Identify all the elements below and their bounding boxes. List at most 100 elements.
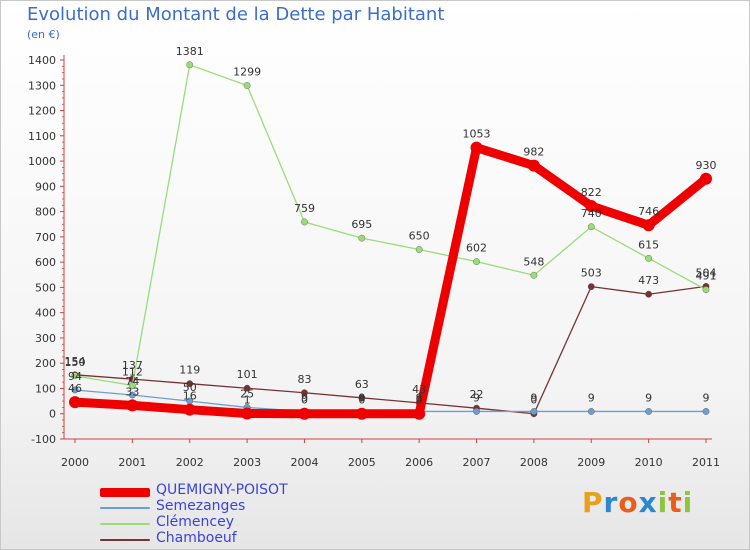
data-point: [413, 407, 426, 420]
data-point: [587, 408, 595, 415]
data-label: 150: [65, 356, 86, 369]
data-label: 0: [358, 394, 365, 407]
data-point: [241, 407, 254, 420]
data-label: 43: [412, 383, 426, 396]
data-label: 9: [473, 391, 480, 404]
data-point: [358, 234, 366, 242]
y-tick-label: 800: [35, 206, 56, 219]
x-tick-label: 2004: [290, 456, 318, 469]
y-tick-label: 100: [35, 382, 56, 395]
data-label: 9: [358, 391, 365, 404]
x-tick-label: 2003: [233, 456, 261, 469]
data-label: 503: [581, 267, 602, 280]
legend-swatch: [100, 523, 150, 525]
legend-label: Semezanges: [156, 498, 246, 514]
series-line-0: [70, 143, 711, 419]
data-label: 112: [122, 365, 143, 378]
data-label: 602: [466, 242, 487, 255]
data-label: 9: [645, 391, 652, 404]
data-point: [128, 391, 136, 399]
y-tick-label: 1400: [28, 54, 56, 67]
data-point: [69, 396, 81, 409]
data-point: [126, 399, 139, 412]
data-point: [530, 408, 538, 415]
x-tick-label: 2006: [405, 456, 433, 469]
data-label: 1: [244, 393, 251, 406]
data-label: 9: [301, 391, 308, 404]
data-label: 504: [696, 266, 717, 279]
data-label: 548: [523, 255, 544, 268]
data-label: 1381: [176, 45, 204, 58]
data-label: 25: [240, 387, 254, 400]
data-label: 650: [409, 230, 430, 243]
data-label: 137: [122, 359, 143, 372]
data-label: 0: [530, 394, 537, 407]
x-tick-label: 2010: [635, 456, 663, 469]
y-tick-label: 300: [35, 332, 56, 345]
data-label: 50: [183, 381, 197, 394]
chart-title: Evolution du Montant de la Dette par Hab…: [27, 4, 445, 25]
data-point: [243, 384, 251, 392]
legend-swatch: [100, 507, 150, 509]
data-point: [527, 159, 540, 172]
data-point: [71, 386, 79, 394]
data-point: [470, 141, 483, 154]
data-point: [645, 254, 653, 262]
data-label: 101: [237, 368, 258, 381]
proxiti-logo: Proxiti: [582, 486, 693, 519]
logo-letter: x: [638, 486, 658, 519]
y-tick-label: 1100: [28, 130, 56, 143]
data-label: 1053: [463, 128, 491, 141]
data-point: [702, 286, 710, 294]
data-point: [702, 408, 710, 415]
x-tick-label: 2002: [176, 456, 204, 469]
data-label: 930: [696, 159, 717, 172]
y-tick-label: 200: [35, 357, 56, 370]
data-point: [645, 290, 653, 298]
data-point: [186, 380, 194, 388]
data-point: [301, 218, 308, 226]
data-label: 0: [301, 394, 308, 407]
data-label: 154: [65, 355, 86, 368]
x-tick-label: 2001: [118, 456, 146, 469]
data-point: [298, 407, 311, 420]
data-label: 982: [523, 146, 544, 159]
logo-letter: t: [668, 486, 683, 519]
logo-letter: P: [582, 486, 604, 519]
x-tick-label: 2007: [463, 456, 491, 469]
data-label: 9: [703, 391, 710, 404]
y-tick-label: 900: [35, 180, 56, 193]
y-tick-label: 500: [35, 281, 56, 294]
data-label: 740: [581, 207, 602, 220]
data-label: 94: [68, 370, 82, 383]
data-point: [700, 172, 712, 185]
data-point: [473, 258, 480, 266]
series-line-3: [74, 285, 707, 415]
y-tick-label: 1000: [28, 155, 56, 168]
data-point: [530, 271, 538, 279]
data-label: 1299: [233, 66, 261, 79]
data-label: 16: [183, 390, 197, 403]
x-tick-label: 2000: [61, 456, 89, 469]
data-label: 22: [470, 388, 484, 401]
y-tick-label: 1300: [28, 79, 56, 92]
data-label: 746: [638, 205, 659, 218]
data-label: 0: [416, 394, 423, 407]
legend-label: Clémencey: [156, 514, 234, 530]
data-point: [243, 82, 251, 89]
x-tick-label: 2009: [577, 456, 605, 469]
y-tick-label: 600: [35, 256, 56, 269]
legend-swatch: [100, 487, 150, 497]
x-tick-label: 2005: [348, 456, 376, 469]
data-label: 74: [125, 375, 139, 388]
data-label: 63: [355, 378, 369, 391]
y-tick-label: 0: [49, 408, 56, 421]
data-point: [183, 403, 196, 416]
data-point: [642, 219, 655, 232]
data-point: [645, 408, 653, 415]
legend-label: Chamboeuf: [156, 530, 237, 546]
x-tick-label: 2008: [520, 456, 548, 469]
legend-swatch: [100, 539, 150, 541]
